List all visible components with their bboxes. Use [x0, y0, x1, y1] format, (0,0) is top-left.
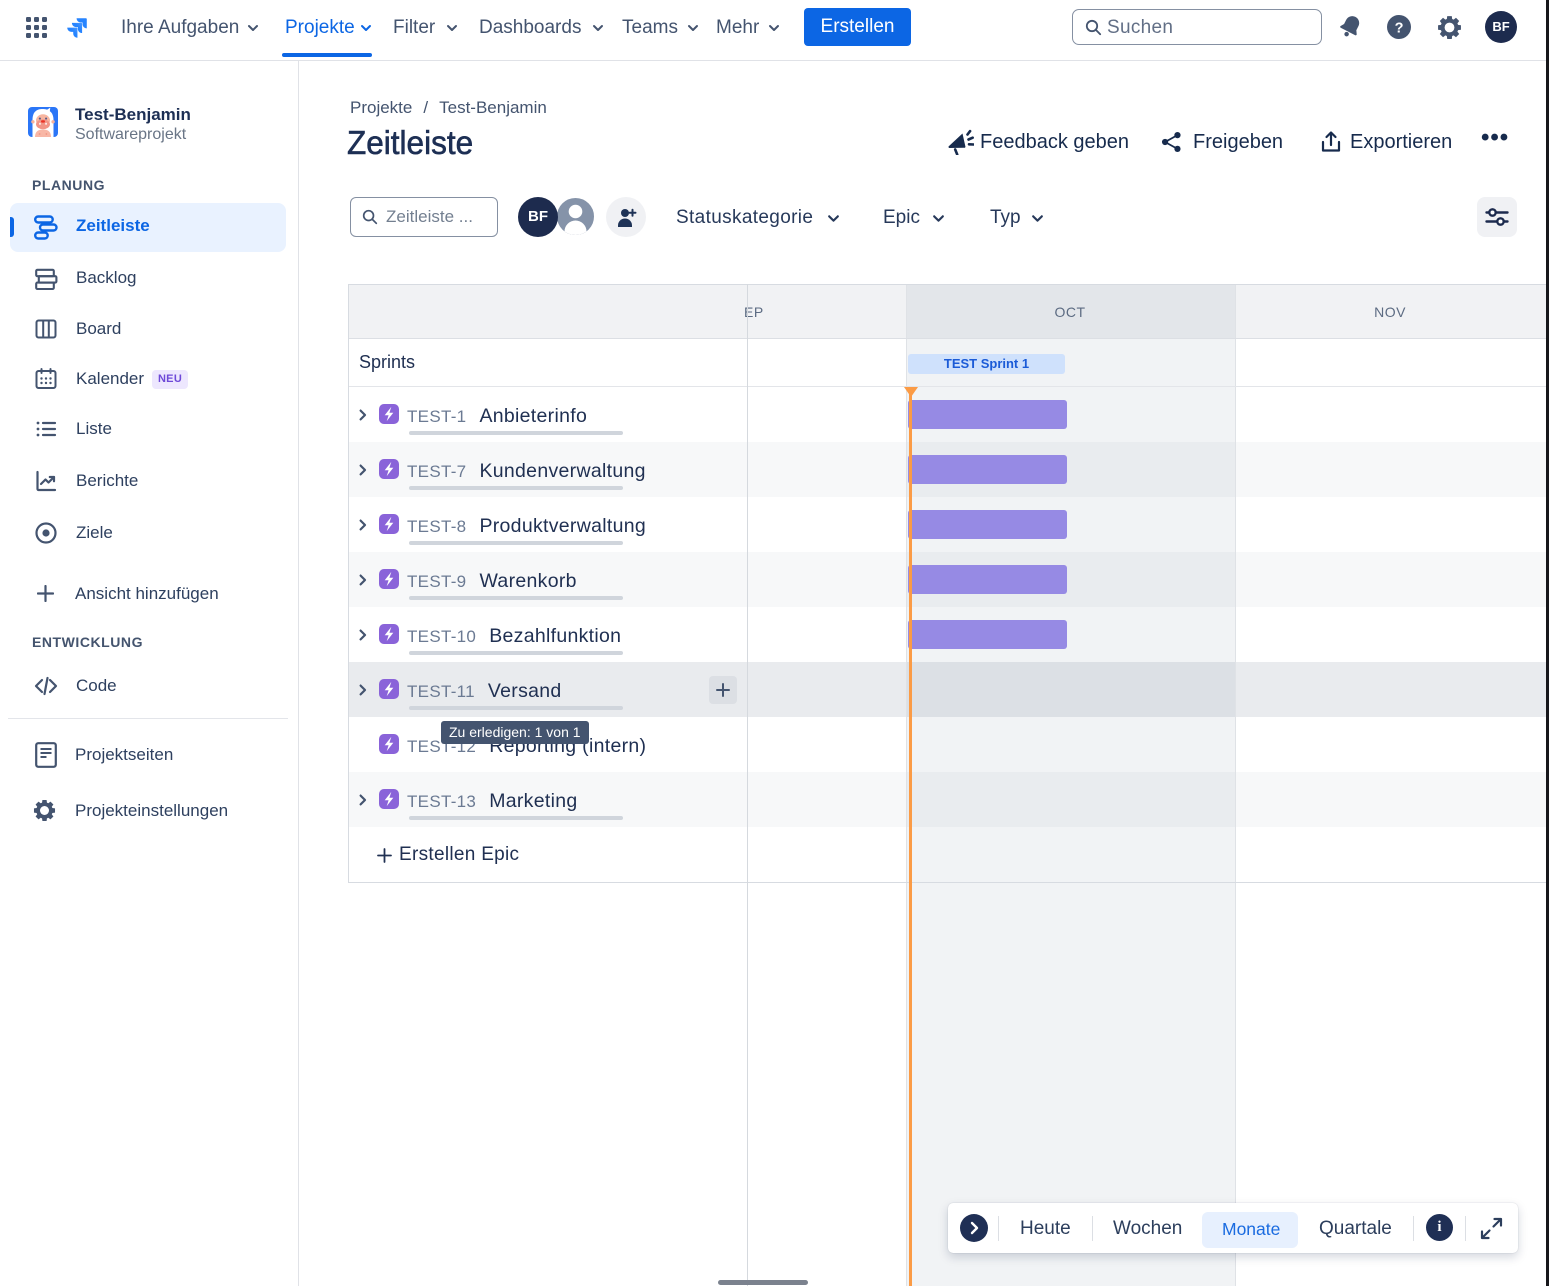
svg-text:?: ?	[1395, 20, 1404, 36]
